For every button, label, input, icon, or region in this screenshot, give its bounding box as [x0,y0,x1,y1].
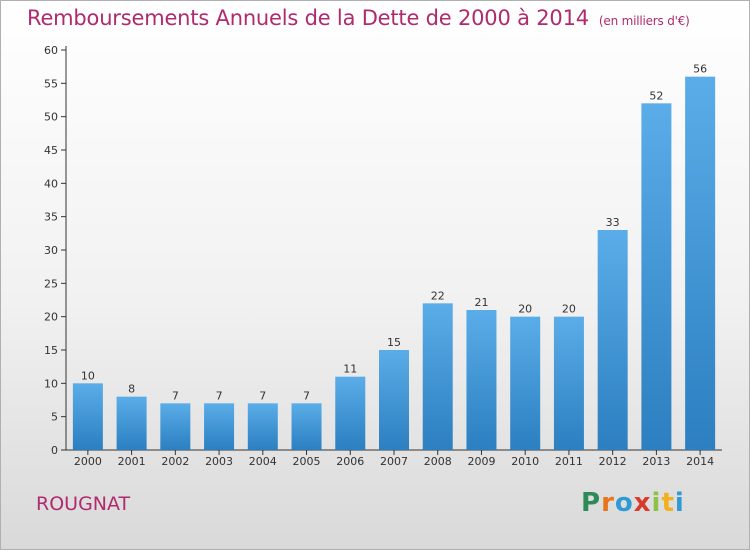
logo-letter: o [614,488,634,518]
chart-subtitle: (en milliers d'€) [598,14,690,28]
bar [641,103,672,450]
bar [72,383,103,450]
y-tick-label: 0 [51,444,58,457]
y-tick-label: 30 [44,244,58,257]
data-label: 52 [649,89,663,102]
data-label: 56 [693,63,707,76]
data-label: 10 [81,369,95,382]
x-tick-label: 2002 [161,455,189,468]
logo-letter: i [674,488,685,518]
chart-title-text: Remboursements Annuels de la Dette de 20… [27,6,589,30]
data-label: 15 [387,336,401,349]
x-tick-label: 2013 [642,455,670,468]
bar [553,316,584,450]
x-tick-label: 2007 [380,455,408,468]
x-tick-label: 2000 [74,455,102,468]
data-label: 7 [303,389,310,402]
x-tick-label: 2004 [249,455,277,468]
data-label: 7 [259,389,266,402]
y-tick-label: 50 [44,111,58,124]
data-label: 22 [431,289,445,302]
x-tick-label: 2010 [511,455,539,468]
bar [335,376,366,450]
proxiti-logo: Proxiti [581,488,685,518]
bar [160,403,191,450]
bar [597,230,628,450]
bar [379,350,409,450]
bar [116,396,147,450]
logo-letter: x [633,488,652,518]
x-tick-label: 2014 [686,455,714,468]
x-tick-label: 2005 [293,455,321,468]
chart-title: Remboursements Annuels de la Dette de 20… [27,6,690,30]
logo-letter: r [601,488,615,518]
y-tick-label: 45 [44,144,58,157]
bar [510,316,541,450]
y-tick-label: 35 [44,211,58,224]
bar [247,403,278,450]
y-tick-label: 55 [44,77,58,90]
bar [685,76,716,451]
y-tick-label: 20 [44,311,58,324]
x-tick-label: 2001 [118,455,146,468]
bar [291,403,322,450]
y-tick-label: 40 [44,177,58,190]
x-tick-label: 2011 [555,455,583,468]
bar [422,303,453,450]
y-tick-label: 5 [51,411,58,424]
y-tick-label: 15 [44,344,58,357]
commune-name: ROUGNAT [36,493,131,515]
y-tick-label: 25 [44,277,58,290]
data-label: 7 [172,389,179,402]
data-label: 20 [562,303,576,316]
x-tick-label: 2009 [467,455,495,468]
x-tick-label: 2003 [205,455,233,468]
chart-bars [72,76,716,451]
bar [466,310,497,450]
y-tick-label: 60 [44,44,58,57]
data-label: 33 [606,216,620,229]
bar [204,403,235,450]
data-label: 11 [343,363,357,376]
logo-letter: t [661,488,675,518]
x-tick-label: 2008 [424,455,452,468]
x-tick-label: 2012 [599,455,627,468]
chart-data-labels: 10 8 7 7 7 7 11 15 22 21 20 20 33 52 56 [81,63,707,403]
data-label: 7 [216,389,223,402]
logo-letter: P [581,488,602,518]
y-tick-label: 10 [44,377,58,390]
x-tick-label: 2006 [336,455,364,468]
data-label: 8 [128,383,135,396]
logo-letter: i [651,488,662,518]
data-label: 20 [518,303,532,316]
data-label: 21 [474,296,488,309]
